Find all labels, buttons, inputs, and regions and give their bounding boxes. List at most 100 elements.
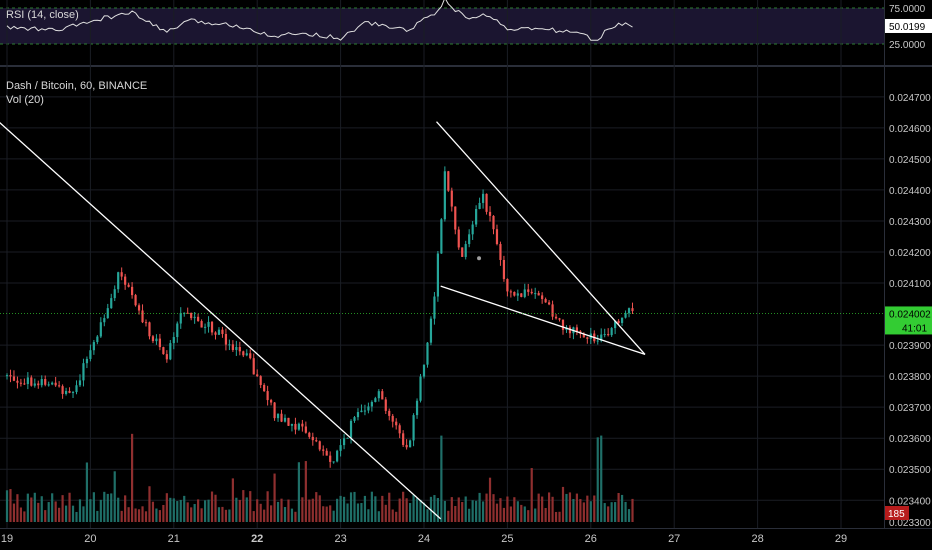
candle-body bbox=[381, 391, 384, 400]
candle-body bbox=[370, 401, 373, 407]
volume-bar bbox=[356, 503, 360, 522]
candle-body bbox=[287, 417, 290, 426]
volume-bar bbox=[245, 497, 248, 522]
candle-body bbox=[214, 332, 217, 335]
volume-bar bbox=[9, 489, 12, 522]
time-tick-label: 24 bbox=[418, 533, 430, 545]
volume-bar bbox=[607, 506, 610, 522]
candle-body bbox=[217, 329, 221, 335]
candle-body bbox=[412, 415, 415, 441]
volume-bar bbox=[33, 492, 36, 522]
candle-body bbox=[252, 358, 255, 375]
candle-body bbox=[336, 450, 339, 462]
candle-body bbox=[5, 375, 9, 377]
volume-bar bbox=[256, 499, 259, 522]
candle-body bbox=[353, 417, 356, 421]
candle-body bbox=[137, 305, 141, 311]
volume-bar bbox=[516, 501, 519, 522]
candle-body bbox=[426, 342, 429, 365]
candle-body bbox=[92, 342, 95, 351]
volume-bar bbox=[287, 499, 290, 522]
volume-bar bbox=[596, 437, 599, 522]
volume-bar bbox=[68, 492, 71, 522]
volume-bar bbox=[454, 505, 457, 522]
candle-body bbox=[415, 400, 419, 416]
volume-bar bbox=[381, 495, 384, 522]
candle-body bbox=[450, 190, 453, 207]
volume-bar bbox=[336, 498, 339, 522]
candle-body bbox=[158, 338, 161, 348]
candle-body bbox=[551, 304, 554, 317]
candle-body bbox=[301, 423, 304, 427]
volume-bar bbox=[169, 497, 172, 522]
volume-bar bbox=[457, 497, 460, 522]
volume-legend: Vol (20) bbox=[6, 94, 44, 106]
candle-body bbox=[419, 376, 422, 401]
candle-body bbox=[249, 353, 252, 359]
candle-body bbox=[134, 295, 137, 306]
rsi-value-label: 50.0199 bbox=[889, 22, 926, 33]
volume-bar bbox=[342, 496, 346, 522]
candle-body bbox=[263, 385, 266, 392]
volume-bar bbox=[315, 492, 318, 522]
candle-body bbox=[37, 383, 40, 386]
candle-body bbox=[290, 423, 294, 426]
volume-bar bbox=[492, 494, 495, 522]
candle-body bbox=[210, 321, 214, 333]
volume-bar bbox=[37, 502, 40, 522]
volume-bar bbox=[318, 495, 321, 522]
candle-body bbox=[144, 322, 148, 324]
trendline-2 bbox=[436, 121, 646, 355]
volume-bar bbox=[624, 501, 627, 522]
volume-bar bbox=[586, 495, 589, 522]
volume-bar bbox=[554, 511, 558, 522]
candle-body bbox=[614, 320, 617, 329]
candle-body bbox=[513, 291, 516, 296]
candle-body bbox=[495, 229, 499, 245]
price-tick-label: 0.023800 bbox=[889, 372, 931, 383]
volume-bar bbox=[103, 491, 106, 522]
candle-body bbox=[537, 293, 540, 296]
volume-bar bbox=[593, 495, 596, 522]
candle-body bbox=[433, 296, 436, 319]
candle-body bbox=[235, 347, 238, 350]
volume-bar bbox=[475, 500, 478, 522]
candle-body bbox=[481, 193, 485, 203]
candle-body bbox=[40, 379, 43, 386]
candle-body bbox=[103, 318, 106, 323]
candle-body bbox=[58, 385, 61, 387]
volume-bar bbox=[235, 497, 238, 522]
candle-body bbox=[488, 211, 492, 216]
candle-body bbox=[377, 391, 380, 399]
volume-bar bbox=[148, 486, 151, 522]
symbol-legend: Dash / Bitcoin, 60, BINANCE bbox=[6, 80, 148, 92]
volume-bar bbox=[252, 511, 255, 522]
candle-body bbox=[499, 244, 502, 260]
candle-body bbox=[631, 308, 634, 312]
volume-bar bbox=[568, 492, 572, 522]
candle-body bbox=[207, 321, 210, 327]
candle-body bbox=[561, 319, 565, 330]
candle-body bbox=[360, 410, 363, 413]
candle-body bbox=[492, 215, 495, 230]
volume-bar bbox=[551, 496, 554, 522]
volume-bar bbox=[370, 491, 373, 522]
candle-body bbox=[9, 375, 12, 377]
volume-bar bbox=[541, 496, 544, 522]
volume-bar bbox=[433, 495, 436, 522]
volume-bar bbox=[440, 435, 443, 522]
candle-body bbox=[530, 291, 533, 294]
candle-body bbox=[270, 400, 273, 403]
volume-bar bbox=[582, 502, 585, 522]
volume-bar bbox=[565, 493, 568, 522]
volume-bar bbox=[165, 493, 168, 522]
candle-body bbox=[409, 440, 412, 448]
volume-bar bbox=[64, 505, 68, 522]
volume-bar bbox=[110, 493, 113, 522]
volume-bar bbox=[71, 505, 75, 522]
candle-body bbox=[169, 343, 172, 360]
candle-body bbox=[447, 171, 450, 191]
volume-bar bbox=[488, 477, 492, 522]
volume-bar bbox=[5, 490, 9, 522]
